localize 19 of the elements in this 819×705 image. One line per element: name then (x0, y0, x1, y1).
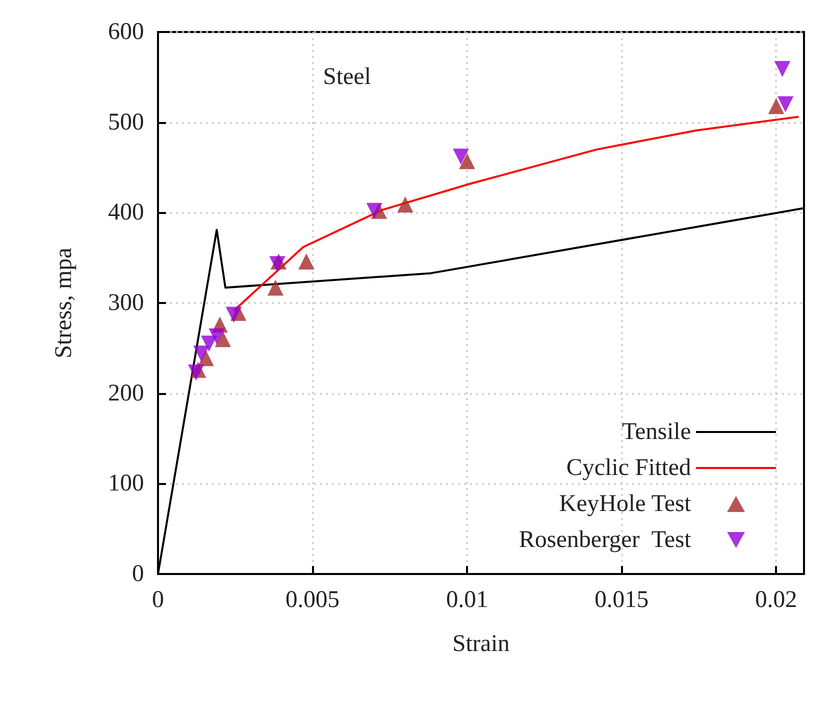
x-axis-title: Strain (452, 631, 510, 657)
legend-label: Cyclic Fitted (566, 455, 691, 481)
x-tick-label: 0.02 (755, 587, 798, 613)
y-tick-label: 400 (108, 200, 144, 226)
y-tick-label: 500 (108, 109, 144, 136)
x-tick-label: 0.015 (594, 587, 649, 613)
legend-label: Rosenberger Test (518, 527, 692, 553)
x-tick-label: 0 (152, 587, 164, 613)
y-tick-label: 0 (132, 561, 144, 587)
y-tick-label: 600 (108, 19, 144, 45)
y-tick-label: 100 (108, 470, 144, 497)
x-tick-label: 0.005 (286, 587, 340, 613)
legend-label: KeyHole Test (559, 491, 692, 517)
legend-label: Tensile (622, 419, 691, 445)
x-tick-label: 0.01 (446, 587, 488, 613)
y-tick-label: 200 (108, 380, 144, 406)
y-tick-label: 300 (108, 290, 144, 316)
text: Steel (323, 64, 372, 90)
y-axis-title: Stress, mpa (51, 247, 77, 358)
